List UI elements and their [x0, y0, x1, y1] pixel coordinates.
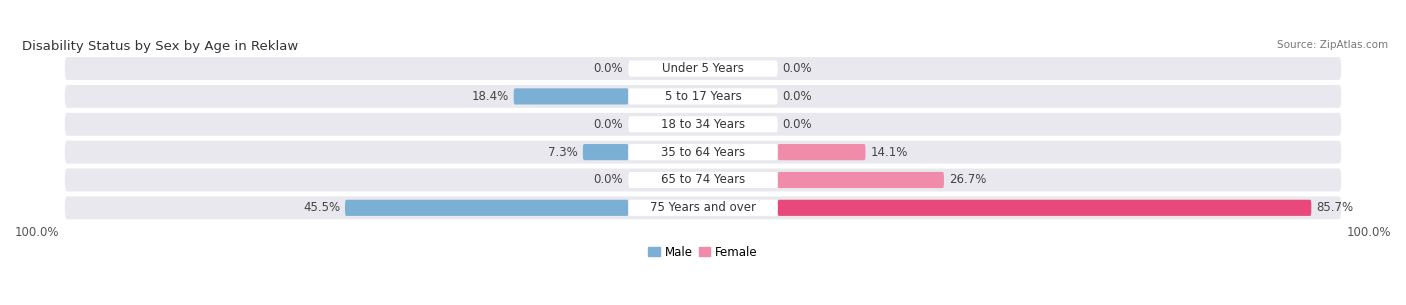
- FancyBboxPatch shape: [778, 172, 943, 188]
- Text: 75 Years and over: 75 Years and over: [650, 201, 756, 214]
- Text: 18.4%: 18.4%: [471, 90, 509, 103]
- Text: 45.5%: 45.5%: [302, 201, 340, 214]
- Text: 5 to 17 Years: 5 to 17 Years: [665, 90, 741, 103]
- FancyBboxPatch shape: [628, 88, 778, 105]
- FancyBboxPatch shape: [344, 200, 628, 216]
- Text: 7.3%: 7.3%: [548, 145, 578, 159]
- FancyBboxPatch shape: [65, 57, 1341, 80]
- Text: 18 to 34 Years: 18 to 34 Years: [661, 118, 745, 131]
- Text: 100.0%: 100.0%: [15, 226, 59, 239]
- Text: 26.7%: 26.7%: [949, 174, 987, 186]
- FancyBboxPatch shape: [628, 116, 778, 132]
- FancyBboxPatch shape: [628, 172, 778, 188]
- Text: 0.0%: 0.0%: [783, 62, 813, 75]
- Text: 0.0%: 0.0%: [783, 90, 813, 103]
- FancyBboxPatch shape: [628, 60, 778, 77]
- FancyBboxPatch shape: [513, 88, 628, 105]
- Text: 0.0%: 0.0%: [593, 174, 623, 186]
- Text: 0.0%: 0.0%: [783, 118, 813, 131]
- FancyBboxPatch shape: [583, 144, 628, 160]
- Text: 0.0%: 0.0%: [593, 118, 623, 131]
- FancyBboxPatch shape: [65, 196, 1341, 219]
- FancyBboxPatch shape: [65, 141, 1341, 163]
- FancyBboxPatch shape: [778, 144, 866, 160]
- Text: Disability Status by Sex by Age in Reklaw: Disability Status by Sex by Age in Rekla…: [22, 40, 298, 53]
- Text: 14.1%: 14.1%: [870, 145, 908, 159]
- Text: 100.0%: 100.0%: [1347, 226, 1391, 239]
- Text: Under 5 Years: Under 5 Years: [662, 62, 744, 75]
- FancyBboxPatch shape: [778, 200, 1312, 216]
- Text: Source: ZipAtlas.com: Source: ZipAtlas.com: [1277, 40, 1388, 50]
- FancyBboxPatch shape: [628, 144, 778, 160]
- Legend: Male, Female: Male, Female: [648, 246, 758, 259]
- Text: 35 to 64 Years: 35 to 64 Years: [661, 145, 745, 159]
- Text: 0.0%: 0.0%: [593, 62, 623, 75]
- FancyBboxPatch shape: [65, 169, 1341, 192]
- Text: 85.7%: 85.7%: [1316, 201, 1354, 214]
- FancyBboxPatch shape: [65, 85, 1341, 108]
- FancyBboxPatch shape: [65, 113, 1341, 136]
- FancyBboxPatch shape: [628, 200, 778, 216]
- Text: 65 to 74 Years: 65 to 74 Years: [661, 174, 745, 186]
